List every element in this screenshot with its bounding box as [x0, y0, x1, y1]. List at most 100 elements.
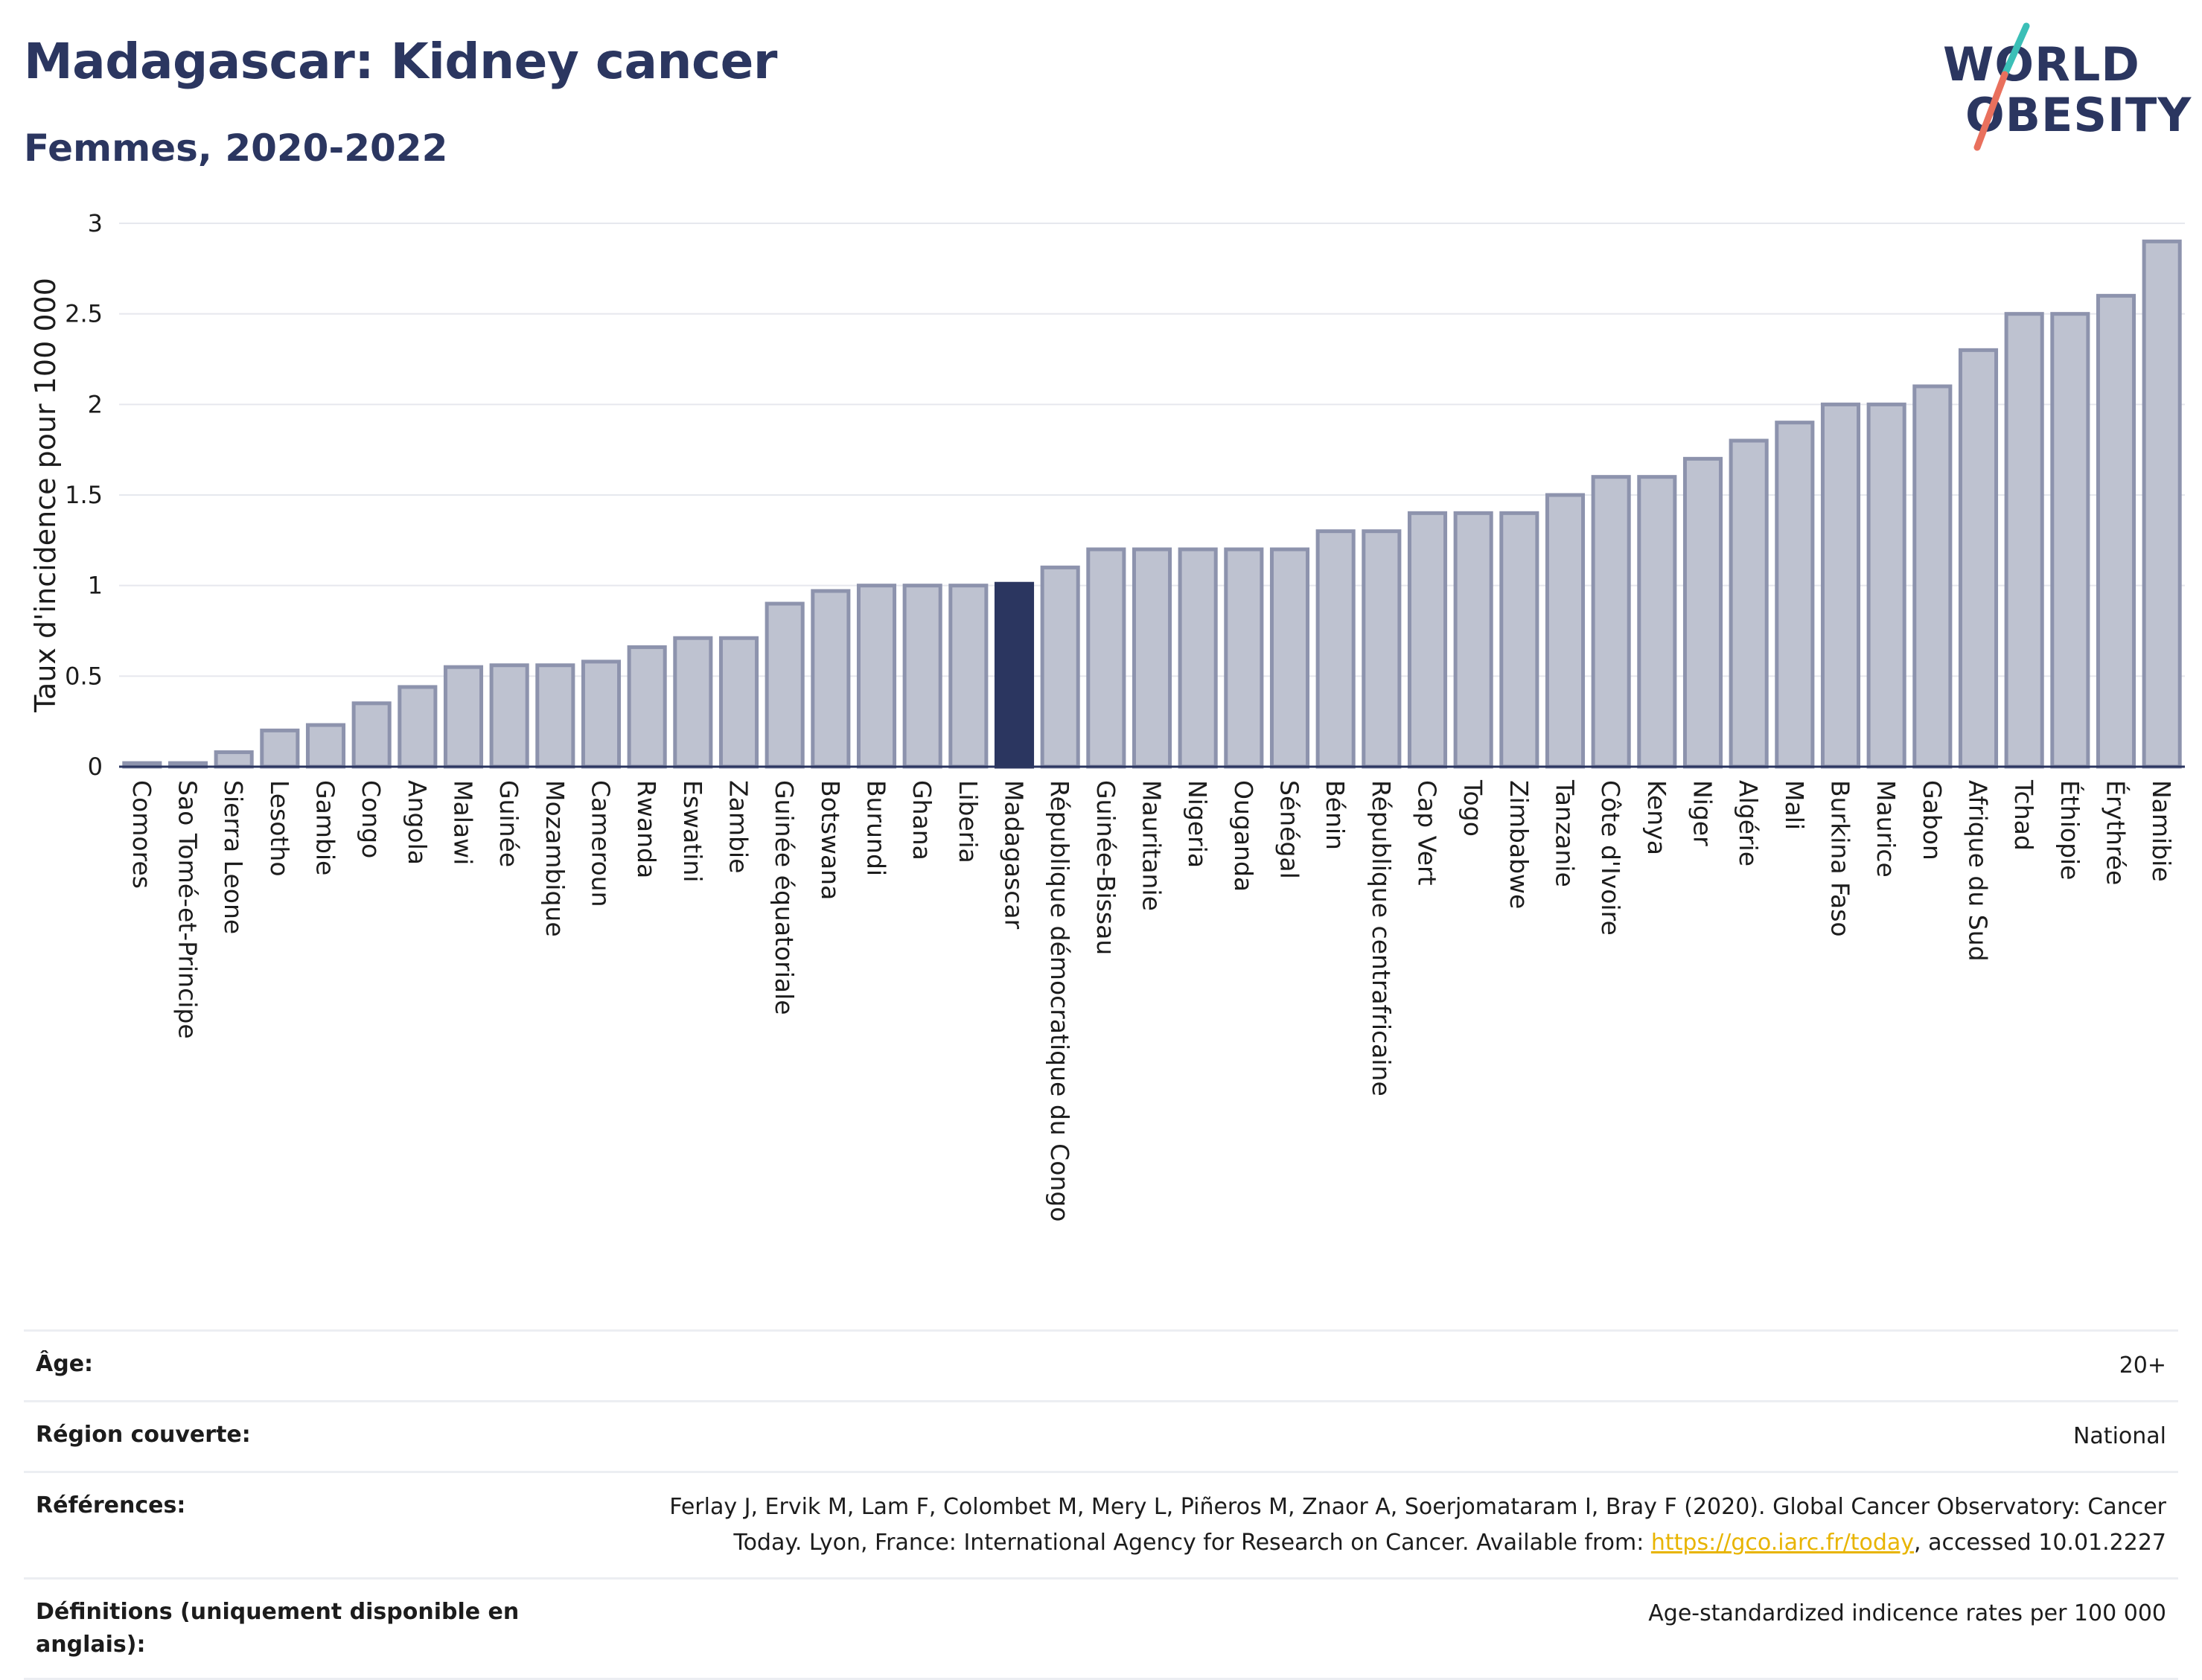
bar — [2050, 312, 2090, 769]
info-label: Références: — [36, 1492, 186, 1518]
x-tick-label: Lesotho — [265, 780, 294, 877]
bar — [1224, 547, 1264, 769]
bar — [1682, 456, 1723, 769]
x-tick-label: Mauritanie — [1137, 780, 1167, 911]
y-tick-label: 1.5 — [65, 481, 103, 509]
x-tick-label: Comores — [127, 780, 156, 889]
y-axis-label: Taux d'incidence pour 100 000 — [29, 278, 62, 713]
x-tick-label: Eswatini — [678, 780, 707, 882]
x-tick-label: Tanzanie — [1551, 779, 1580, 887]
bar — [1866, 402, 1906, 769]
bar — [1407, 511, 1448, 769]
bar — [1086, 547, 1126, 769]
x-tick-label: Côte d'Ivoire — [1596, 780, 1625, 936]
bar — [1820, 402, 1861, 769]
y-tick-label: 0 — [88, 753, 103, 781]
bar — [2096, 293, 2136, 769]
x-tick-label: Kenya — [1642, 780, 1671, 855]
x-tick-label: Gambie — [311, 780, 340, 875]
info-table: Âge: 20+ Région couverte: National Référ… — [24, 1329, 2178, 1680]
world-obesity-logo: WORLD OBESITY — [1943, 22, 2192, 156]
x-tick-label: République démocratique du Congo — [1045, 780, 1074, 1221]
x-tick-label: Bénin — [1321, 780, 1350, 850]
bar — [1315, 529, 1356, 769]
reference-line-1: Ferlay J, Ervik M, Lam F, Colombet M, Me… — [669, 1494, 2166, 1520]
info-row-region: Région couverte: National — [24, 1400, 2178, 1471]
logo-line-2: OBESITY — [1965, 88, 2192, 142]
bar — [948, 584, 989, 769]
bar — [1591, 475, 1631, 769]
bar — [443, 665, 484, 769]
y-tick-label: 3 — [88, 209, 103, 237]
bar — [1362, 529, 1402, 769]
bar — [2004, 312, 2044, 769]
page-subtitle: Femmes, 2020-2022 — [24, 127, 448, 170]
y-tick-label: 2.5 — [65, 300, 103, 328]
logo-slash-icon — [1973, 22, 2030, 151]
bar — [994, 581, 1035, 769]
info-row-age: Âge: 20+ — [24, 1329, 2178, 1400]
y-tick-label: 1 — [88, 572, 103, 600]
x-tick-label: Burkina Faso — [1826, 780, 1855, 937]
bar-chart: 0 0.5 1 1.5 2 2.5 3 Taux d'incidence pour 100 0… — [29, 209, 2185, 1221]
x-tick-label: Mozambique — [540, 780, 569, 937]
bar — [1178, 547, 1218, 769]
bar — [1729, 438, 1769, 769]
bar — [1040, 565, 1080, 769]
info-value: Age-standardized indicence rates per 100… — [1648, 1600, 2166, 1626]
x-tick-label: Burundi — [862, 780, 891, 876]
x-tick-label: République centrafricaine — [1367, 780, 1396, 1096]
x-tick-label: Congo — [357, 780, 386, 858]
bar — [718, 636, 759, 769]
x-tick-label: Liberia — [954, 780, 983, 863]
y-tick-label: 0.5 — [65, 662, 103, 690]
x-tick-label: Gabon — [1918, 780, 1947, 860]
bar — [2142, 239, 2182, 769]
bar — [1637, 475, 1677, 769]
x-tick-label: Angola — [403, 780, 432, 865]
logo-line-1: WORLD — [1943, 37, 2140, 92]
bar — [1269, 547, 1310, 769]
info-row-references: Références: Ferlay J, Ervik M, Lam F, Co… — [24, 1471, 2178, 1577]
bar — [1499, 511, 1539, 769]
info-row-definitions: Définitions (uniquement disponible en an… — [24, 1577, 2178, 1680]
bar — [214, 750, 254, 769]
x-tick-label: Togo — [1458, 779, 1487, 837]
x-tick-label: Cameroun — [587, 780, 616, 907]
x-tick-label: Érythrée — [2102, 780, 2131, 885]
x-tick-label: Botswana — [816, 780, 845, 900]
bar — [856, 584, 897, 769]
bar — [1958, 348, 1999, 769]
bar — [811, 589, 851, 769]
info-label: Région couverte: — [36, 1422, 251, 1448]
x-tick-label: Sierra Leone — [219, 780, 248, 934]
info-value: Ferlay J, Ervik M, Lam F, Colombet M, Me… — [669, 1489, 2166, 1561]
x-tick-label: Tchad — [2009, 779, 2038, 851]
info-label: Définitions (uniquement disponible en an… — [36, 1599, 520, 1658]
x-tick-label: Zimbabwe — [1504, 780, 1534, 909]
x-tick-label: Ghana — [907, 780, 936, 860]
bar — [902, 584, 942, 769]
info-value: National — [2072, 1423, 2166, 1449]
x-tick-label: Maurice — [1871, 780, 1901, 878]
bar — [489, 663, 529, 769]
y-tick-label: 2 — [88, 390, 103, 418]
bar — [627, 645, 667, 769]
x-tick-label: Ouganda — [1229, 780, 1258, 892]
x-tick-label: Guinée — [494, 780, 523, 867]
x-tick-label: Niger — [1688, 780, 1717, 846]
x-tick-label: Cap Vert — [1413, 780, 1442, 886]
x-tick-label: Rwanda — [632, 780, 661, 878]
bar — [1453, 511, 1493, 769]
bar — [1775, 421, 1815, 769]
reference-link[interactable]: https://gco.iarc.fr/today — [1650, 1530, 1915, 1556]
x-tick-label: Sénégal — [1275, 780, 1304, 879]
bar — [1912, 384, 1953, 769]
x-tick-label: Guinée-Bissau — [1091, 780, 1120, 955]
reference-line-2: Today. Lyon, France: International Agenc… — [733, 1530, 1651, 1556]
bar — [1132, 547, 1172, 769]
bar — [581, 659, 622, 769]
bar — [673, 636, 713, 769]
x-tick-label: Madagascar — [1000, 780, 1029, 930]
bar — [535, 663, 575, 769]
